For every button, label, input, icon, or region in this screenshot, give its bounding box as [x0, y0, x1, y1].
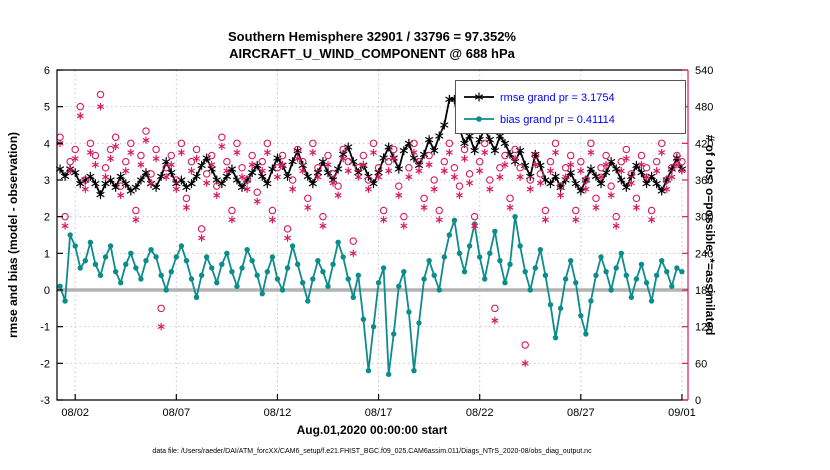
svg-text:-3: -3: [40, 395, 50, 407]
svg-text:360: 360: [695, 175, 713, 187]
svg-text:0: 0: [44, 285, 50, 297]
footer-datafile: data file: /Users/raeder/DAI/ATM_forcXX/…: [152, 448, 592, 455]
svg-text:5: 5: [44, 102, 50, 114]
chart-title-line2: AIRCRAFT_U_WIND_COMPONENT @ 688 hPa: [229, 46, 515, 61]
svg-text:60: 60: [695, 358, 707, 370]
svg-text:08/02: 08/02: [61, 407, 89, 419]
y-axis-right-label: # of obs: o=possible; *=assimilated: [703, 135, 717, 336]
x-axis-label: Aug.01,2020 00:00:00 start: [297, 423, 448, 437]
svg-text:240: 240: [695, 248, 713, 260]
svg-text:420: 420: [695, 138, 713, 150]
svg-text:480: 480: [695, 102, 713, 114]
data-series: [55, 90, 686, 378]
svg-text:0: 0: [695, 395, 701, 407]
svg-text:180: 180: [695, 285, 713, 297]
legend-marker-samples: [464, 92, 494, 122]
svg-text:540: 540: [695, 65, 713, 77]
svg-text:-1: -1: [40, 322, 50, 334]
svg-text:08/22: 08/22: [466, 407, 494, 419]
chart-title-line1: Southern Hemisphere 32901 / 33796 = 97.3…: [228, 29, 516, 44]
svg-text:120: 120: [695, 322, 713, 334]
svg-text:08/17: 08/17: [365, 407, 393, 419]
svg-text:08/07: 08/07: [163, 407, 191, 419]
legend-rmse-label: rmse grand pr = 3.1754: [500, 92, 615, 104]
axes: -3-2-10123456060120180240300360420480540…: [40, 65, 713, 419]
svg-text:2: 2: [44, 212, 50, 224]
svg-text:09/01: 09/01: [668, 407, 696, 419]
svg-text:-2: -2: [40, 358, 50, 370]
legend: rmse grand pr = 3.1754 bias grand pr = 0…: [455, 80, 686, 134]
legend-bias-label: bias grand pr = 0.41114: [500, 114, 615, 126]
svg-text:3: 3: [44, 175, 50, 187]
svg-text:08/27: 08/27: [567, 407, 595, 419]
y-axis-left-label: rmse and bias (model - observation): [6, 132, 20, 338]
svg-text:6: 6: [44, 65, 50, 77]
svg-text:1: 1: [44, 248, 50, 260]
legend-box: [455, 80, 686, 134]
svg-text:300: 300: [695, 212, 713, 224]
svg-text:08/12: 08/12: [264, 407, 292, 419]
svg-text:4: 4: [44, 138, 50, 150]
